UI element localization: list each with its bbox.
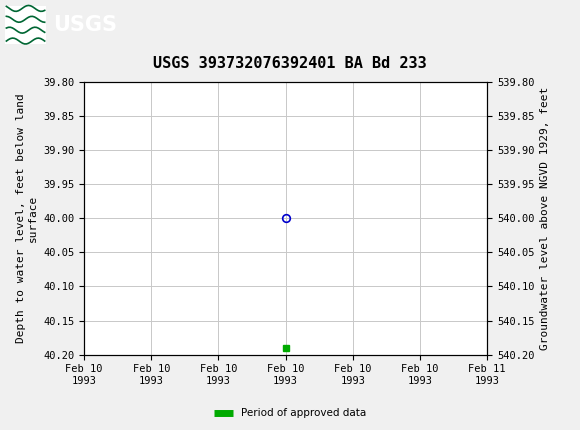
Legend: Period of approved data: Period of approved data: [209, 404, 371, 423]
FancyBboxPatch shape: [5, 6, 46, 43]
Text: USGS 393732076392401 BA Bd 233: USGS 393732076392401 BA Bd 233: [153, 56, 427, 71]
Y-axis label: Depth to water level, feet below land
surface: Depth to water level, feet below land su…: [16, 93, 38, 343]
Y-axis label: Groundwater level above NGVD 1929, feet: Groundwater level above NGVD 1929, feet: [540, 86, 550, 350]
Text: USGS: USGS: [53, 15, 117, 35]
